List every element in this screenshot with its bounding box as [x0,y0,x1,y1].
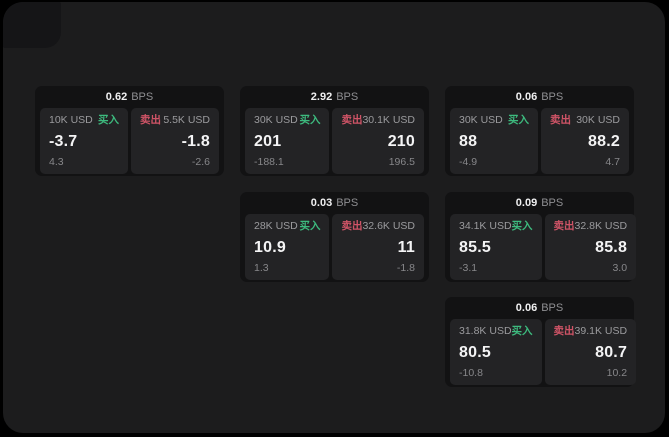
buy-delta: -3.1 [459,262,478,274]
sell-price: 85.8 [595,239,628,256]
sell-side-label: 卖出 [553,220,575,232]
buy-price: -3.7 [49,133,78,150]
sell-price: 88.2 [588,133,620,150]
sell-side-label: 卖出 [140,114,161,126]
bps-unit-label: BPS [131,91,154,103]
buy-panel[interactable]: 30K USD 买入 88 -4.9 [450,108,538,174]
quote-panels: 31.8K USD 买入 80.5 -10.8 卖出 39.1K USD 80.… [445,317,637,385]
buy-side-label: 买入 [98,114,119,126]
buy-price: 80.5 [459,344,491,361]
corner-shade [3,2,61,48]
quote-panels: 30K USD 买入 201 -188.1 卖出 30.1K USD 210 1… [240,106,429,174]
buy-side-label: 买入 [299,114,321,126]
app-window: 0.62 BPS 10K USD 买入 -3.7 4.3 卖出 5.5K USD… [3,2,665,433]
quote-panels: 34.1K USD 买入 85.5 -3.1 卖出 32.8K USD 85.8… [445,212,637,280]
sell-size: 39.1K USD [574,325,628,337]
bps-unit-label: BPS [336,197,359,209]
bps-unit-label: BPS [541,91,564,103]
quote-panels: 30K USD 买入 88 -4.9 卖出 30K USD 88.2 4.7 [445,106,634,174]
quote-card: 0.03 BPS 28K USD 买入 10.9 1.3 卖出 32.6K US… [240,192,429,282]
buy-panel[interactable]: 31.8K USD 买入 80.5 -10.8 [450,319,542,385]
sell-size: 32.6K USD [362,220,415,232]
bps-value: 0.62 [105,91,128,103]
buy-side-label: 买入 [299,220,321,232]
buy-price: 85.5 [459,239,491,256]
sell-delta: 196.5 [388,156,415,168]
buy-delta: 4.3 [49,156,64,168]
sell-side-label: 卖出 [341,220,363,232]
bps-unit-label: BPS [541,197,564,209]
sell-price: 80.7 [595,344,628,361]
buy-delta: -4.9 [459,156,478,168]
bps-value: 0.03 [310,197,333,209]
buy-side-label: 买入 [511,220,533,232]
buy-size: 30K USD [459,114,503,126]
buy-size: 31.8K USD [459,325,512,337]
buy-panel[interactable]: 34.1K USD 买入 85.5 -3.1 [450,214,542,280]
sell-price: 11 [397,239,415,256]
sell-panel[interactable]: 卖出 32.8K USD 85.8 3.0 [544,214,637,280]
sell-side-label: 卖出 [550,114,571,126]
quote-card: 0.09 BPS 34.1K USD 买入 85.5 -3.1 卖出 32.8K… [445,192,637,282]
sell-delta: -1.8 [396,262,415,274]
buy-price: 10.9 [254,239,286,256]
sell-size: 30.1K USD [362,114,415,126]
buy-size: 34.1K USD [459,220,512,232]
quote-card: 0.06 BPS 31.8K USD 买入 80.5 -10.8 卖出 39.1… [445,297,637,387]
buy-price: 201 [254,133,282,150]
buy-side-label: 买入 [511,325,533,337]
sell-delta: 3.0 [612,262,628,274]
quote-card: 2.92 BPS 30K USD 买入 201 -188.1 卖出 30.1K … [240,86,429,176]
sell-delta: -2.6 [191,156,210,168]
buy-size: 28K USD [254,220,298,232]
buy-size: 30K USD [254,114,298,126]
sell-side-label: 卖出 [553,325,575,337]
quote-card: 0.06 BPS 30K USD 买入 88 -4.9 卖出 30K USD 8… [445,86,634,176]
sell-price: -1.8 [181,133,210,150]
quote-panels: 10K USD 买入 -3.7 4.3 卖出 5.5K USD -1.8 -2.… [35,106,224,174]
sell-side-label: 卖出 [341,114,363,126]
bps-value: 0.06 [515,91,538,103]
card-header: 0.62 BPS [35,86,224,106]
sell-size: 5.5K USD [163,114,210,126]
sell-size: 30K USD [576,114,620,126]
sell-panel[interactable]: 卖出 32.6K USD 11 -1.8 [332,214,424,280]
buy-delta: -10.8 [459,367,483,379]
card-header: 0.06 BPS [445,86,634,106]
sell-panel[interactable]: 卖出 30K USD 88.2 4.7 [541,108,629,174]
card-header: 0.09 BPS [445,192,634,212]
bps-unit-label: BPS [336,91,359,103]
bps-value: 0.06 [515,302,538,314]
sell-panel[interactable]: 卖出 30.1K USD 210 196.5 [332,108,424,174]
sell-panel[interactable]: 卖出 39.1K USD 80.7 10.2 [544,319,637,385]
buy-size: 10K USD [49,114,93,126]
buy-panel[interactable]: 10K USD 买入 -3.7 4.3 [40,108,128,174]
card-header: 0.03 BPS [240,192,429,212]
quote-panels: 28K USD 买入 10.9 1.3 卖出 32.6K USD 11 -1.8 [240,212,429,280]
buy-price: 88 [459,133,478,150]
buy-delta: 1.3 [254,262,269,274]
buy-side-label: 买入 [508,114,529,126]
sell-delta: 4.7 [605,156,620,168]
quote-card: 0.62 BPS 10K USD 买入 -3.7 4.3 卖出 5.5K USD… [35,86,224,176]
bps-unit-label: BPS [541,302,564,314]
buy-delta: -188.1 [254,156,284,168]
sell-price: 210 [387,133,415,150]
card-header: 0.06 BPS [445,297,634,317]
card-header: 2.92 BPS [240,86,429,106]
bps-value: 0.09 [515,197,538,209]
sell-panel[interactable]: 卖出 5.5K USD -1.8 -2.6 [131,108,219,174]
sell-size: 32.8K USD [574,220,628,232]
buy-panel[interactable]: 30K USD 买入 201 -188.1 [245,108,330,174]
buy-panel[interactable]: 28K USD 买入 10.9 1.3 [245,214,330,280]
bps-value: 2.92 [310,91,333,103]
sell-delta: 10.2 [606,367,628,379]
